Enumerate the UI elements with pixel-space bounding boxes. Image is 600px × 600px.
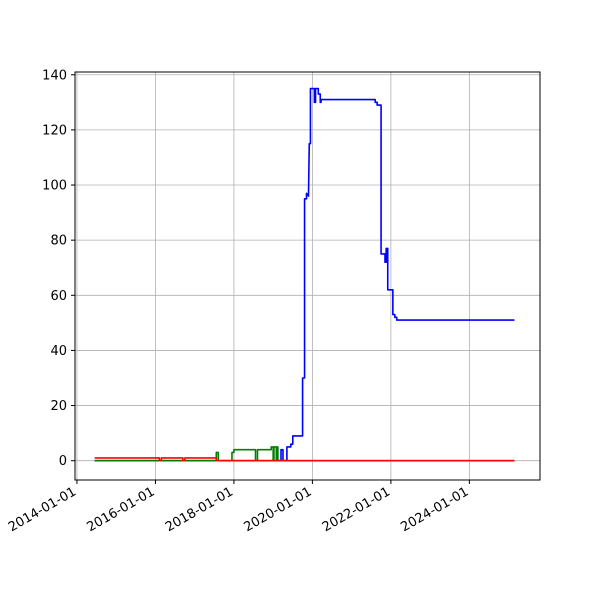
y-tick-label: 80	[50, 234, 67, 249]
x-tick-label: 2018-01-01	[163, 484, 236, 535]
plot-frame	[74, 71, 541, 481]
x-tick-label: 2024-01-01	[398, 484, 471, 535]
x-tick-label: 2020-01-01	[241, 484, 314, 535]
series-lines	[94, 87, 515, 462]
x-tick-label: 2014-01-01	[6, 484, 79, 535]
y-tick-label: 60	[50, 289, 67, 304]
x-tick-label: 2022-01-01	[320, 484, 393, 535]
y-tick-label: 40	[50, 344, 67, 359]
y-tick-label: 120	[42, 123, 67, 138]
y-tick-label: 140	[42, 68, 67, 83]
y-tick-label: 20	[50, 399, 67, 414]
x-tick-label: 2016-01-01	[85, 484, 158, 535]
series-line-red	[94, 457, 515, 462]
grid	[75, 72, 540, 480]
y-tick-label: 100	[42, 179, 67, 194]
y-tick-label: 0	[59, 454, 67, 469]
series-line-blue	[94, 87, 515, 462]
